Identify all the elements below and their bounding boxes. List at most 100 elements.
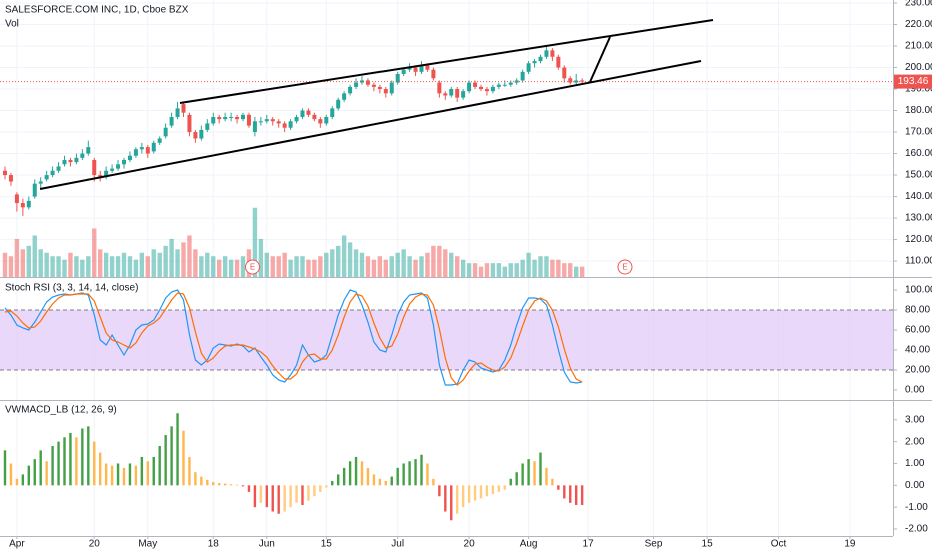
candle-body <box>139 147 144 150</box>
y-tick-label: 120.00 <box>905 234 932 245</box>
candle-body <box>50 170 55 176</box>
candle-body <box>342 93 347 100</box>
volume-bar <box>74 256 79 277</box>
histogram-bar <box>229 484 233 486</box>
candle-body <box>56 166 61 171</box>
volume-bar <box>103 252 109 277</box>
histogram-bar <box>408 461 411 486</box>
y-tick-label: 3.00 <box>905 414 925 425</box>
y-tick-label: -2.00 <box>905 524 928 535</box>
histogram-bar <box>539 452 542 486</box>
histogram-bar <box>21 474 25 486</box>
histogram-bar <box>420 454 423 486</box>
volume-bar <box>145 256 150 277</box>
candle-body <box>431 69 436 79</box>
x-tick-label: 17 <box>583 539 595 550</box>
candle-body <box>562 67 567 79</box>
candle-body <box>544 50 549 57</box>
histogram-bar <box>99 452 102 486</box>
candle-body <box>145 147 150 154</box>
volume-bar <box>508 263 513 277</box>
volume-bar <box>44 252 49 277</box>
volume-label: Vol <box>5 19 19 30</box>
histogram-bar <box>569 485 572 503</box>
volume-bar <box>312 259 317 277</box>
volume-bar <box>365 256 371 277</box>
histogram-bar <box>253 485 257 508</box>
y-tick-label: 1.00 <box>905 458 925 469</box>
candle-body <box>461 91 466 98</box>
candle-body <box>187 114 192 133</box>
volume-bar <box>478 266 484 277</box>
volume-bar <box>50 256 55 277</box>
candle-body <box>44 175 49 180</box>
candle-body <box>199 129 204 139</box>
volume-bar <box>371 259 377 277</box>
histogram-bar <box>247 485 251 492</box>
candle-body <box>211 116 216 124</box>
candle-body <box>264 119 269 122</box>
histogram-bar <box>450 485 453 521</box>
histogram-bar <box>223 483 227 486</box>
histogram-bar <box>432 478 435 486</box>
volume-bar <box>306 259 311 277</box>
volume-bar <box>115 256 121 277</box>
candle-body <box>122 160 126 165</box>
histogram-bar <box>45 461 48 486</box>
y-tick-label: 200.00 <box>905 62 932 73</box>
volume-bar <box>568 263 573 277</box>
y-tick-label: 180.00 <box>905 105 932 116</box>
stoch-line <box>4 289 583 386</box>
histogram-bar <box>348 461 352 486</box>
candle-body <box>241 114 245 120</box>
x-tick-label: 20 <box>464 539 476 550</box>
candle-body <box>318 119 323 124</box>
volume-bar <box>496 263 502 277</box>
histogram-bar <box>497 485 501 492</box>
volume-bar <box>270 256 275 277</box>
candle-body <box>473 82 478 87</box>
volume-bar <box>264 252 269 277</box>
histogram-bar <box>3 450 7 486</box>
candle-body <box>532 61 537 64</box>
volume-bar <box>234 259 240 277</box>
volume-bar <box>550 259 555 277</box>
volume-bar <box>514 263 519 277</box>
candle-body <box>74 157 79 163</box>
volume-bar <box>538 256 543 277</box>
candle-body <box>270 119 275 122</box>
trend-line <box>589 36 611 83</box>
candle-body <box>38 181 43 184</box>
volume-bar <box>389 256 394 277</box>
y-tick-label: 190.00 <box>905 84 932 95</box>
volume-bar <box>490 263 496 277</box>
volume-bar <box>181 242 186 277</box>
y-tick-label: 210.00 <box>905 41 932 52</box>
volume-bar <box>288 259 293 277</box>
x-tick-label: 15 <box>321 539 333 550</box>
volume-bar <box>300 256 305 277</box>
volume-bar <box>62 259 67 277</box>
volume-bar <box>407 256 412 277</box>
volume-bar <box>383 259 388 277</box>
histogram-bar <box>182 430 185 486</box>
volume-bar <box>330 249 335 277</box>
candle-body <box>282 123 287 128</box>
histogram-bar <box>271 485 274 512</box>
labels: Apr 20 May 18 Jun 15 Jul 20 Aug 17 Sep 15 Oct 19 110.0… <box>9 0 932 550</box>
histogram-bar <box>354 456 358 486</box>
volume-bar <box>449 252 454 277</box>
volume-bar <box>14 238 20 277</box>
volume-bar <box>199 256 204 277</box>
candle-body <box>556 56 561 68</box>
candle-body <box>223 116 228 120</box>
volume-bar <box>282 252 287 277</box>
volume-bar <box>419 256 424 277</box>
histogram-bar <box>93 441 96 486</box>
volume-bar <box>579 266 585 277</box>
candle-body <box>116 164 121 169</box>
volume-bar <box>139 252 145 277</box>
candle-body <box>479 86 483 90</box>
y-tick-label: 230.00 <box>905 0 932 9</box>
candle-body <box>449 89 454 96</box>
